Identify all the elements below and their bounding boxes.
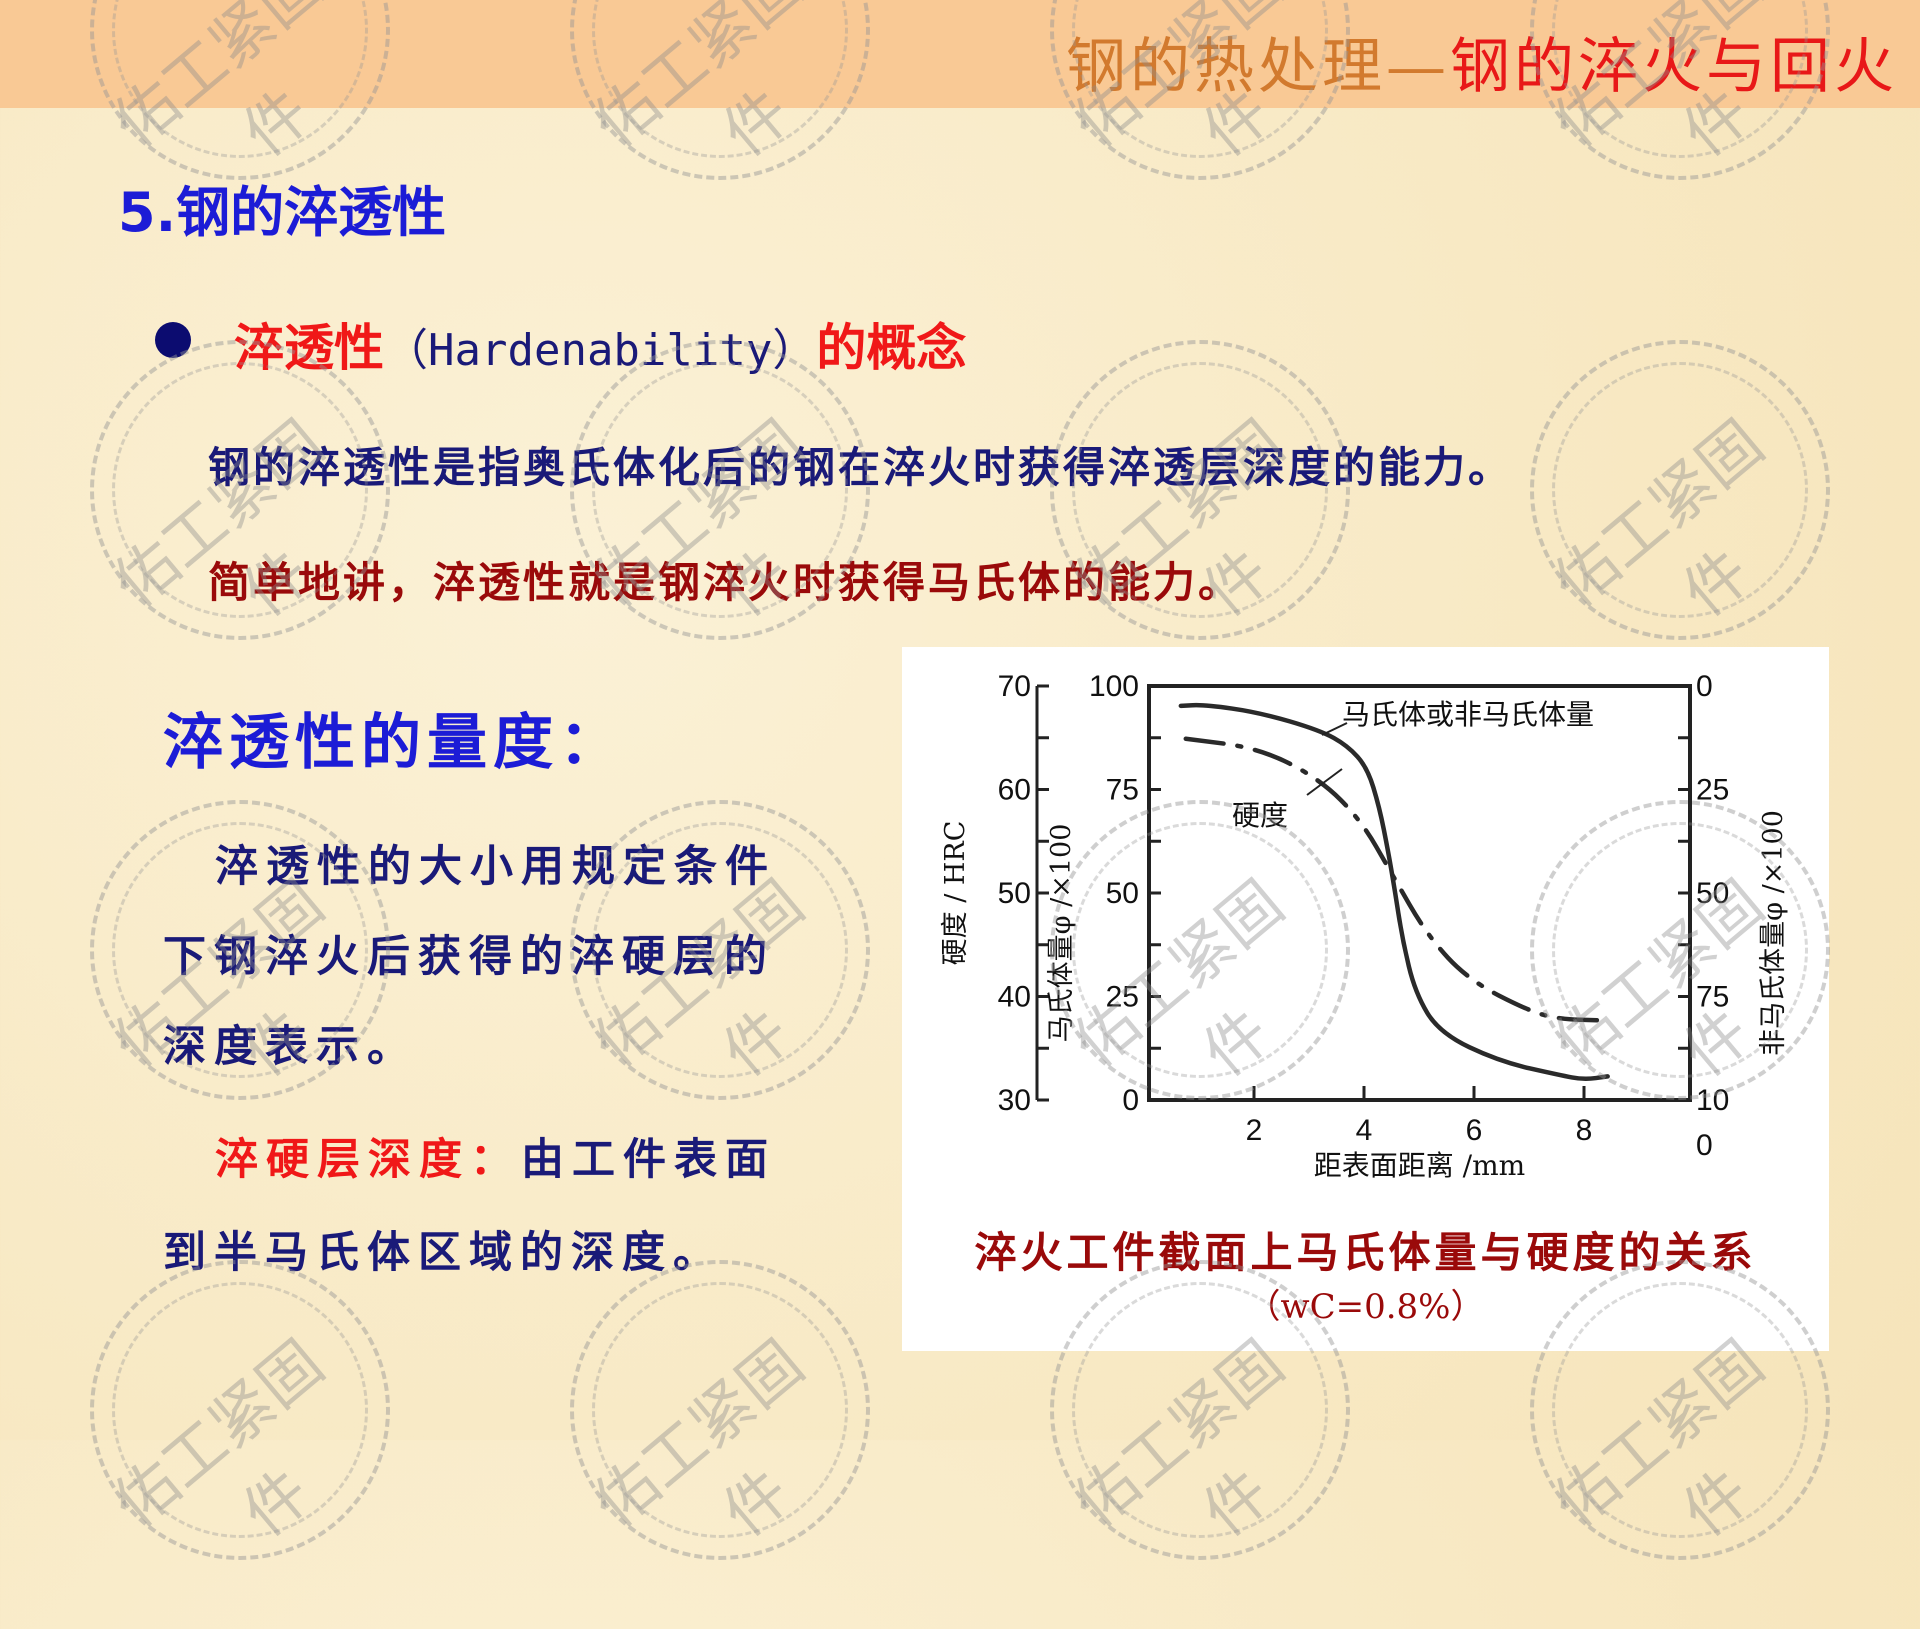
chart-subcaption: （wC=0.8%）: [1246, 1287, 1485, 1327]
x-tick-label: 4: [1356, 1114, 1373, 1147]
percent-axis-label: 马氏体量φ /×100: [1046, 824, 1077, 1043]
depth-text: 由工件表面: [521, 1135, 776, 1185]
concept-red2: 的概念: [816, 319, 967, 377]
watermark-text: 佑工紧固件: [100, 1326, 338, 1551]
hardness-leader: [1306, 768, 1343, 796]
martensite-curve: [1178, 702, 1610, 1081]
percent-tick-label: 75: [1106, 774, 1139, 807]
right-tick-label: 25: [1696, 774, 1729, 807]
watermark-stamp: 佑工紧固件: [90, 1260, 390, 1560]
header-band: [0, 0, 1920, 108]
x-tick-label: 2: [1246, 1114, 1263, 1147]
watermark-text: 佑工紧固件: [100, 406, 338, 631]
x-tick-label: 6: [1466, 1114, 1483, 1147]
title-part1: 钢的热处理—: [1066, 32, 1450, 102]
percent-tick-label: 50: [1106, 877, 1139, 910]
depth-label: 淬硬层深度：: [215, 1135, 521, 1185]
watermark-text: 佑工紧固件: [580, 1326, 818, 1551]
title-part2: 钢的淬火与回火: [1450, 32, 1898, 102]
watermark-stamp: 佑工紧固件: [1530, 340, 1830, 640]
martensite-annotation: 马氏体或非马氏体量: [1342, 698, 1594, 731]
hrc-tick-label: 70: [998, 670, 1031, 703]
hardness-annotation: 硬度: [1232, 799, 1288, 832]
right-axis-label: 非马氏体量φ /×100: [1758, 810, 1789, 1056]
right-tick-label: 50: [1696, 877, 1729, 910]
percent-tick-label: 25: [1106, 981, 1139, 1014]
hrc-tick-label: 40: [998, 981, 1031, 1014]
definition-line1: 钢的淬透性是指奥氏体化后的钢在淬火时获得淬透层深度的能力。: [208, 443, 1514, 492]
bullet-icon: [155, 322, 191, 358]
hrc-axis-label: 硬度 / HRC: [940, 821, 971, 966]
concept-english: （Hardenability）: [384, 325, 817, 376]
martensite-leader: [1321, 722, 1348, 736]
chart-caption: 淬火工件截面上马氏体量与硬度的关系: [974, 1228, 1757, 1277]
hardness-curve: [1183, 736, 1603, 1023]
definition-line2: 简单地讲，淬透性就是钢淬火时获得马氏体的能力。: [208, 558, 1244, 607]
measure-title: 淬透性的量度：: [163, 708, 625, 778]
right-tick-label: 75: [1696, 981, 1729, 1014]
x-tick-label: 8: [1576, 1114, 1593, 1147]
measure-line: 深度表示。: [163, 1022, 418, 1072]
x-axis-label: 距表面距离 /mm: [1314, 1149, 1525, 1182]
section-title: 5.钢的淬透性: [118, 181, 447, 244]
watermark-text: 佑工紧固件: [580, 406, 818, 631]
watermark-stamp: 佑工紧固件: [570, 1260, 870, 1560]
right-tick-label: 0: [1696, 1129, 1713, 1162]
right-tick-label: 10: [1696, 1084, 1729, 1117]
chart-panel: 30 40 50 60 70 0 25 50 75 100 0 25 50 75 10 0 2 4 6 8 距表面距离 …: [902, 647, 1829, 1351]
measure-line: 下钢淬火后获得的淬硬层的: [163, 932, 775, 982]
percent-tick-label: 100: [1089, 670, 1139, 703]
percent-tick-label: 0: [1122, 1084, 1139, 1117]
measure-line: 淬透性的大小用规定条件: [215, 842, 776, 892]
plot-frame: [1147, 684, 1692, 1102]
concept-heading: 淬透性（Hardenability）的概念: [234, 308, 966, 380]
hrc-tick-label: 50: [998, 877, 1031, 910]
hrc-tick-label: 30: [998, 1084, 1031, 1117]
right-tick-label: 0: [1696, 670, 1713, 703]
concept-red1: 淬透性: [234, 319, 384, 377]
depth-text-2: 到半马氏体区域的深度。: [163, 1228, 724, 1278]
depth-definition: 淬硬层深度：由工件表面: [215, 1125, 776, 1187]
hrc-tick-label: 60: [998, 774, 1031, 807]
slide-title: 钢的热处理—钢的淬火与回火: [1066, 18, 1898, 105]
